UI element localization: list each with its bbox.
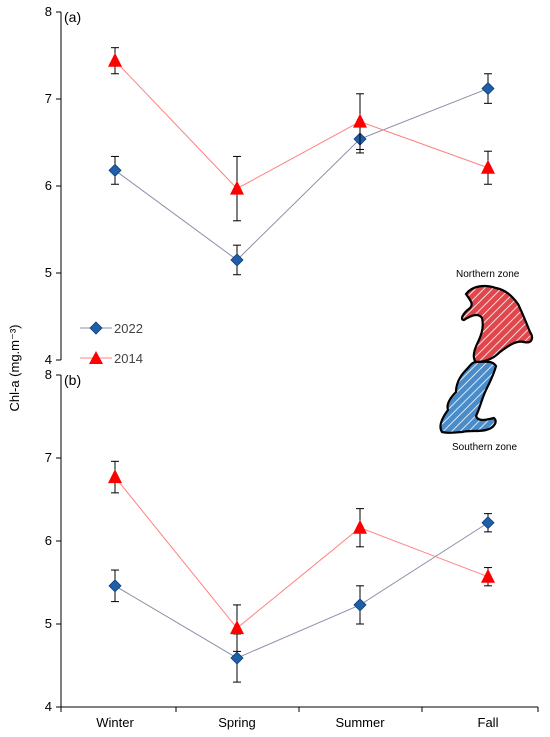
legend: 2022 2014 <box>80 321 143 366</box>
y-tick-label-panel-1: 7 <box>45 91 52 106</box>
south-zone-label: Southern zone <box>452 442 517 453</box>
y-tick-label-panel-1: 6 <box>45 178 52 193</box>
legend-marker-2022 <box>89 321 103 335</box>
point-2022-fall <box>481 516 495 530</box>
point-2014-summer <box>353 113 367 128</box>
panel-label-1: (a) <box>64 9 81 25</box>
legend-marker-2014 <box>89 351 103 364</box>
point-2014-spring <box>230 620 244 635</box>
north-zone-label: Northern zone <box>456 269 520 280</box>
point-2014-summer <box>353 519 367 534</box>
y-tick-label-panel-2: 5 <box>45 616 52 631</box>
series-line-2014-panel-2 <box>114 476 489 629</box>
point-2014-spring <box>230 180 244 195</box>
x-tick-label: Winter <box>96 715 134 730</box>
point-2022-winter <box>108 579 122 593</box>
panel-label-2: (b) <box>64 372 81 388</box>
series-line-2022-panel-2 <box>114 522 489 659</box>
point-2022-winter <box>108 163 122 177</box>
point-2022-spring <box>230 253 244 267</box>
y-tick-label-panel-2: 6 <box>45 533 52 548</box>
point-2022-fall <box>481 81 495 96</box>
legend-label-2022: 2022 <box>114 321 143 336</box>
point-2022-summer <box>353 598 367 612</box>
x-tick-label: Spring <box>218 715 256 730</box>
x-tick-label: Fall <box>478 715 499 730</box>
north-zone-area <box>460 284 534 364</box>
y-tick-label-panel-1: 5 <box>45 265 52 280</box>
series-line-2022-panel-1 <box>114 88 489 261</box>
point-2014-winter <box>108 469 122 484</box>
y-tick-label-panel-2: 4 <box>45 699 52 714</box>
series-layer <box>108 47 495 683</box>
point-2014-winter <box>108 52 122 67</box>
legend-label-2014: 2014 <box>114 351 143 366</box>
point-2014-fall <box>481 568 495 583</box>
point-2014-fall <box>481 159 495 174</box>
y-tick-label-panel-1: 8 <box>45 4 52 19</box>
y-axis-label: Chl-a (mg.m⁻³) <box>7 324 22 411</box>
lake-inset-map: Northern zone Southern zone <box>439 269 534 453</box>
point-2022-spring <box>230 651 244 665</box>
series-line-2014-panel-1 <box>114 60 489 190</box>
y-tick-label-panel-1: 4 <box>45 352 52 367</box>
south-zone-area <box>439 360 498 434</box>
y-tick-label-panel-2: 7 <box>45 450 52 465</box>
y-tick-label-panel-2: 8 <box>45 367 52 382</box>
axes-layer: 4 5 6 7 8 (a) 4 5 6 7 8 (b) Winter Spring Summer Fall <box>45 4 539 730</box>
x-tick-label: Summer <box>335 715 385 730</box>
